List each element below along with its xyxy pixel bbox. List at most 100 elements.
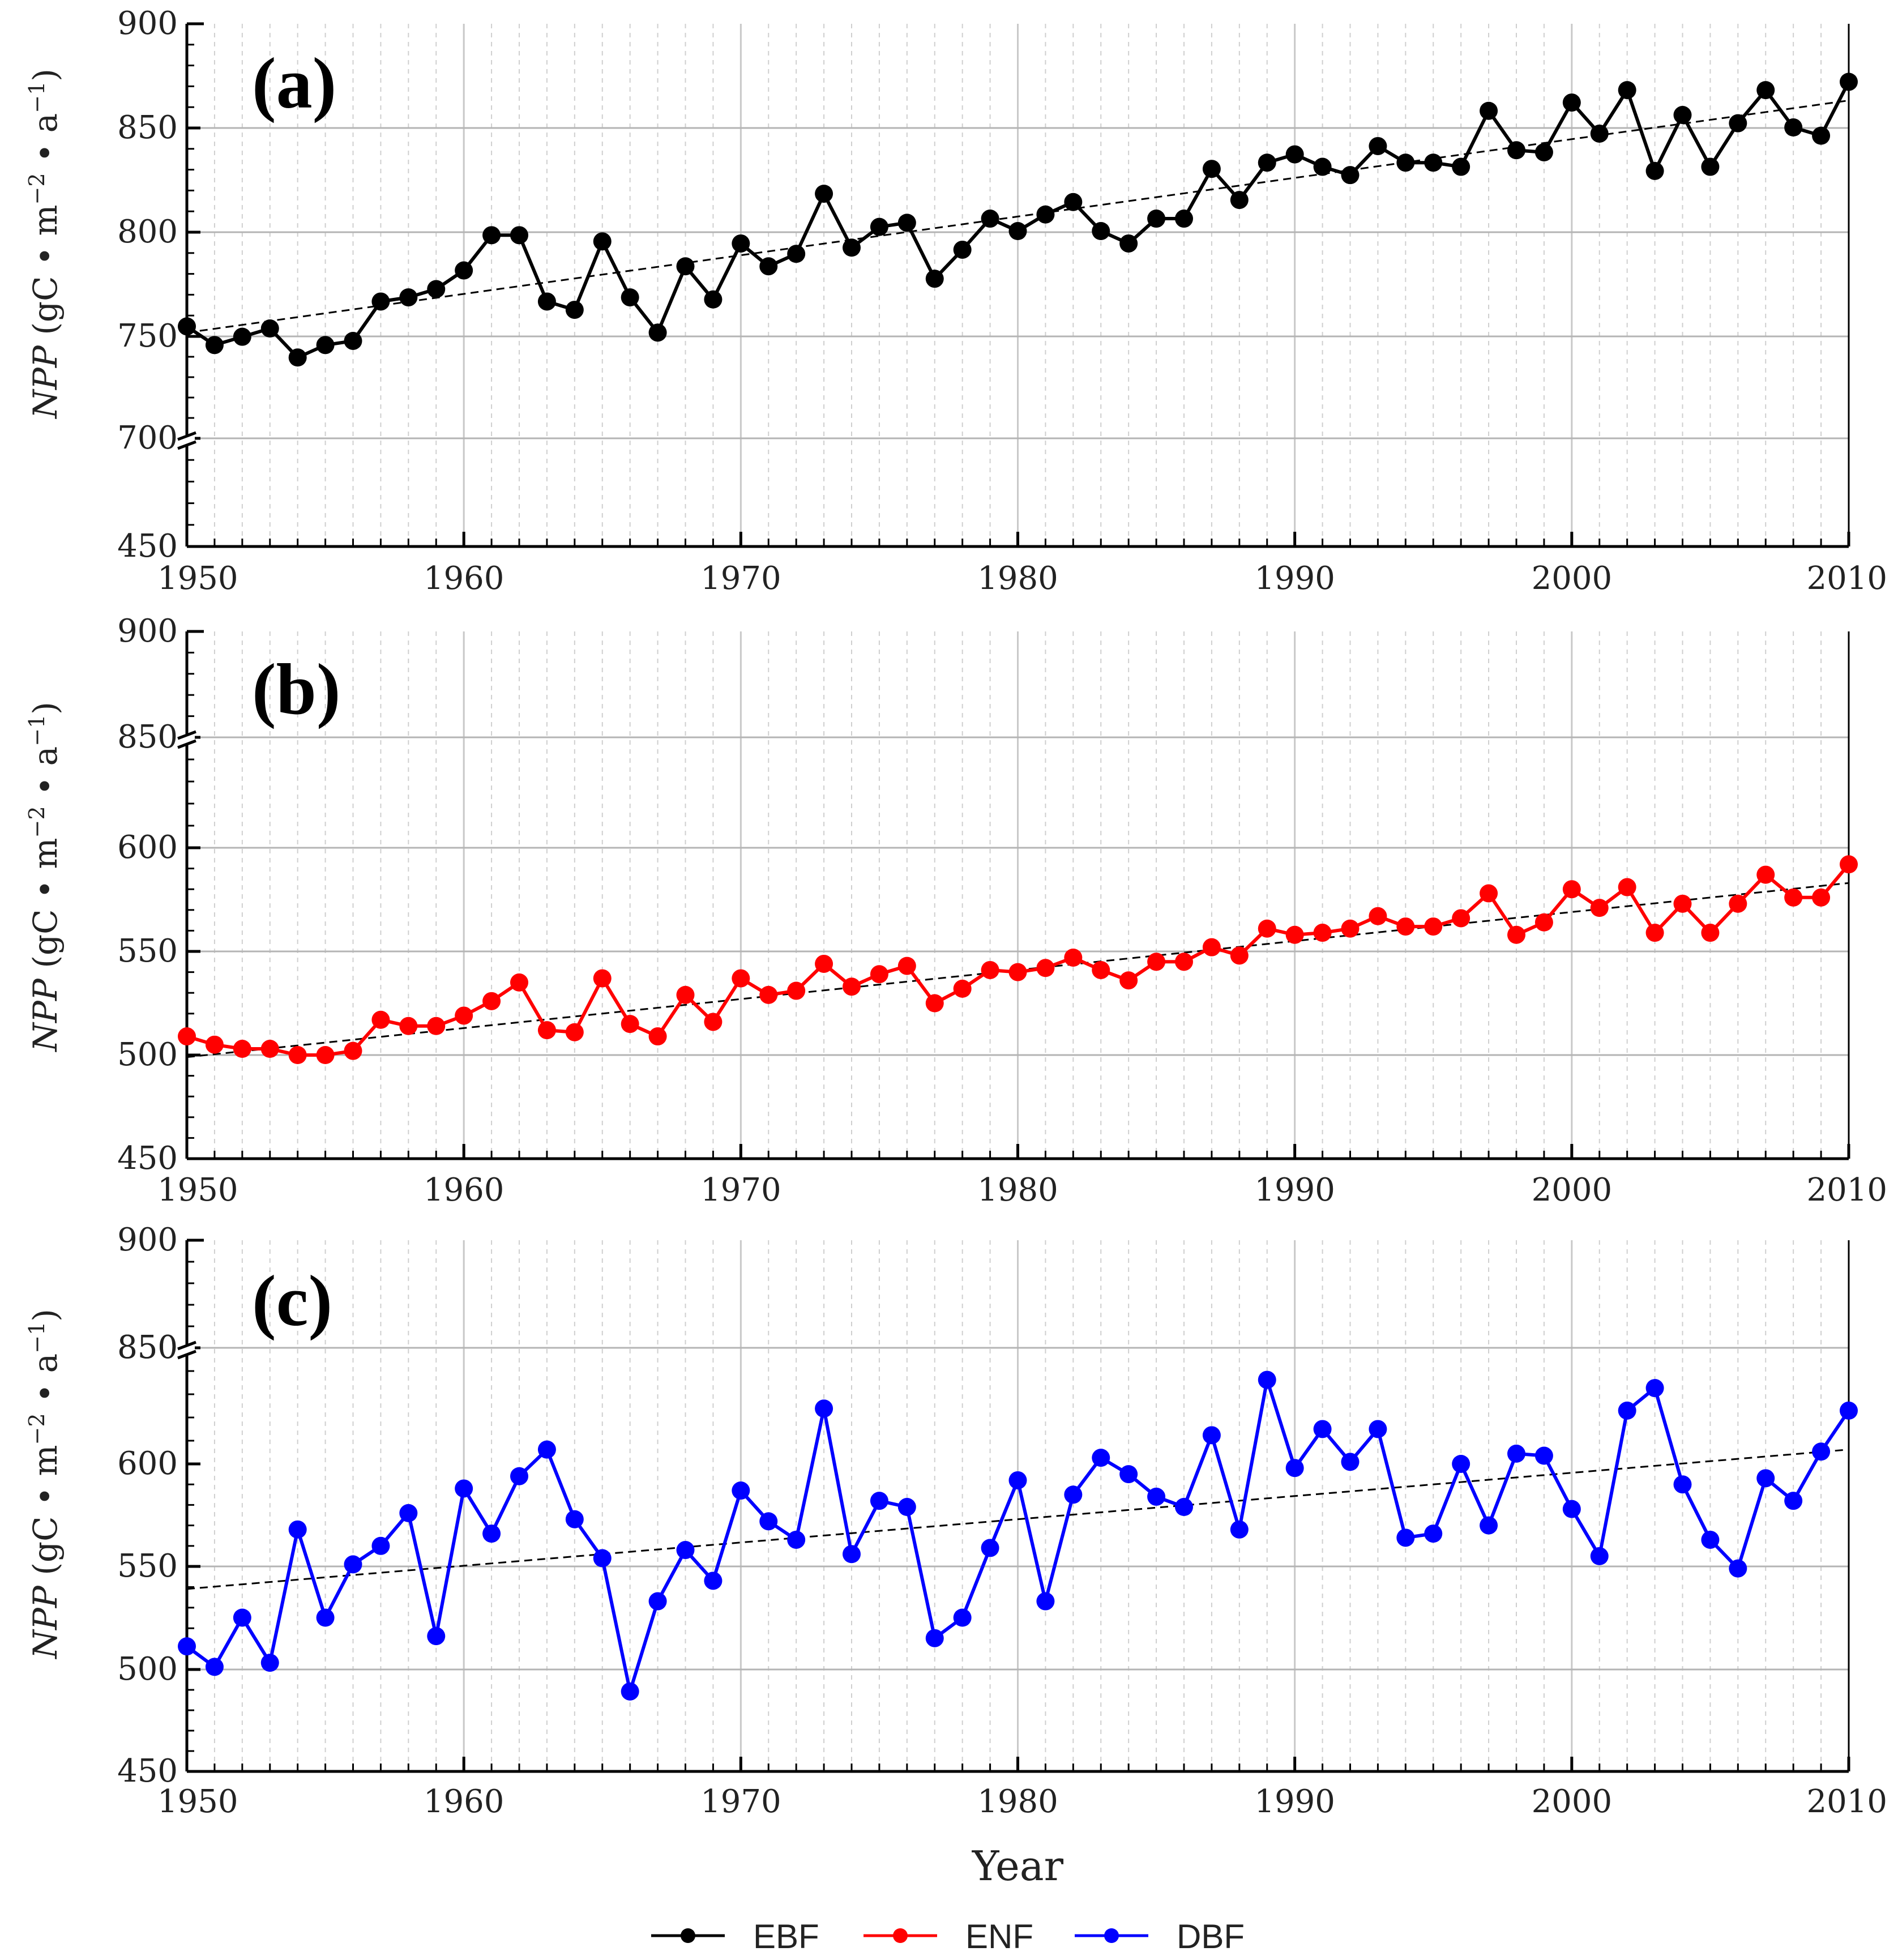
data-point-ebf [1036, 205, 1055, 224]
legend: EBF ENF DBF [651, 1918, 1245, 1955]
data-point-ebf [925, 270, 944, 288]
data-point-enf [1480, 884, 1498, 903]
data-point-enf [925, 994, 944, 1013]
data-point-dbf [953, 1608, 972, 1627]
data-point-ebf [205, 336, 224, 355]
data-point-dbf [1008, 1471, 1027, 1489]
data-point-enf [1840, 855, 1858, 874]
data-point-enf [178, 1027, 196, 1046]
data-point-ebf [371, 292, 390, 311]
data-point-enf [1590, 899, 1609, 917]
x-tick-label: 1990 [1254, 1783, 1335, 1820]
data-point-dbf [1590, 1547, 1609, 1565]
data-point-enf [455, 1006, 473, 1025]
data-point-enf [953, 979, 972, 998]
data-point-ebf [178, 317, 196, 336]
data-point-dbf [1701, 1530, 1720, 1549]
data-point-ebf [344, 331, 362, 350]
legend-marker-dbf [1104, 1928, 1119, 1943]
legend-marker-enf [893, 1928, 908, 1943]
x-tick-label: 1980 [977, 560, 1058, 597]
data-point-dbf [1119, 1465, 1138, 1484]
data-point-enf [1396, 917, 1415, 936]
y-tick-label: 750 [117, 318, 178, 355]
data-point-enf [565, 1023, 584, 1041]
data-point-dbf [1092, 1449, 1110, 1467]
data-point-ebf [897, 213, 916, 232]
data-point-enf [1202, 938, 1221, 956]
data-point-enf [1175, 953, 1193, 971]
y-tick-label: 550 [117, 933, 178, 970]
data-point-ebf [593, 232, 612, 251]
data-point-dbf [316, 1608, 335, 1627]
legend-item-enf: ENF [863, 1918, 1033, 1955]
data-point-dbf [1064, 1485, 1083, 1504]
legend-label-ebf: EBF [753, 1918, 819, 1955]
data-point-dbf [925, 1629, 944, 1647]
data-point-dbf [787, 1530, 806, 1549]
data-point-ebf [1341, 166, 1360, 185]
data-point-dbf [1313, 1420, 1332, 1438]
data-point-enf [676, 985, 695, 1004]
data-point-enf [1230, 946, 1249, 965]
y-axis-label: NPP (gC • m−2 • a−1) [24, 1309, 65, 1660]
data-point-dbf [897, 1498, 916, 1517]
data-point-ebf [870, 217, 888, 236]
data-point-enf [1784, 888, 1803, 907]
x-tick-label: 2000 [1532, 1172, 1613, 1209]
data-point-ebf [565, 301, 584, 319]
data-point-dbf [1285, 1459, 1304, 1478]
data-point-enf [1036, 959, 1055, 977]
x-axis-label: Year [972, 1842, 1064, 1890]
data-point-ebf [981, 210, 999, 228]
x-tick-label: 1970 [700, 560, 781, 597]
data-point-enf [399, 1017, 418, 1035]
y-tick-label: 900 [117, 1222, 178, 1258]
data-point-enf [344, 1041, 362, 1060]
data-point-dbf [1784, 1492, 1803, 1510]
data-point-dbf [1036, 1592, 1055, 1611]
data-point-ebf [1480, 101, 1498, 120]
data-point-ebf [455, 261, 473, 280]
data-point-ebf [1645, 161, 1664, 180]
data-point-dbf [482, 1525, 501, 1543]
data-point-enf [1452, 909, 1470, 928]
x-tick-label: 2000 [1532, 560, 1613, 597]
data-point-enf [371, 1010, 390, 1029]
data-point-dbf [344, 1555, 362, 1574]
y-tick-label: 600 [117, 1445, 178, 1482]
panel-label: (b) [252, 649, 340, 729]
x-tick-label: 1970 [700, 1783, 781, 1820]
data-point-dbf [565, 1510, 584, 1528]
x-tick-label: 1950 [157, 560, 238, 597]
data-point-ebf [1784, 118, 1803, 136]
data-point-dbf [1756, 1469, 1775, 1488]
data-point-ebf [1756, 81, 1775, 100]
data-point-dbf [1341, 1453, 1360, 1471]
data-point-ebf [316, 336, 335, 355]
data-point-enf [1092, 960, 1110, 979]
data-point-ebf [537, 292, 556, 311]
data-point-ebf [1562, 93, 1581, 112]
x-tick-label: 1970 [700, 1172, 781, 1209]
data-point-ebf [621, 288, 639, 307]
y-tick-label: 500 [117, 1036, 178, 1073]
data-point-enf [427, 1017, 446, 1035]
x-tick-label: 1960 [424, 560, 505, 597]
data-point-ebf [233, 327, 251, 346]
data-point-enf [1812, 888, 1831, 907]
data-point-ebf [260, 319, 279, 338]
x-tick-label: 1980 [977, 1172, 1058, 1209]
data-point-enf [815, 954, 833, 973]
data-point-dbf [815, 1399, 833, 1418]
data-point-ebf [1729, 114, 1747, 133]
trend-line [186, 99, 1849, 334]
data-point-dbf [1562, 1500, 1581, 1518]
data-point-dbf [1424, 1525, 1443, 1543]
data-point-dbf [1645, 1379, 1664, 1398]
data-point-enf [205, 1035, 224, 1054]
data-point-dbf [1230, 1520, 1249, 1539]
data-point-dbf [648, 1592, 667, 1611]
